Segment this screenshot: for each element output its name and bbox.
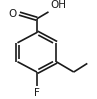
Text: O: O	[8, 9, 16, 19]
Text: F: F	[34, 88, 40, 98]
Text: OH: OH	[50, 0, 66, 10]
